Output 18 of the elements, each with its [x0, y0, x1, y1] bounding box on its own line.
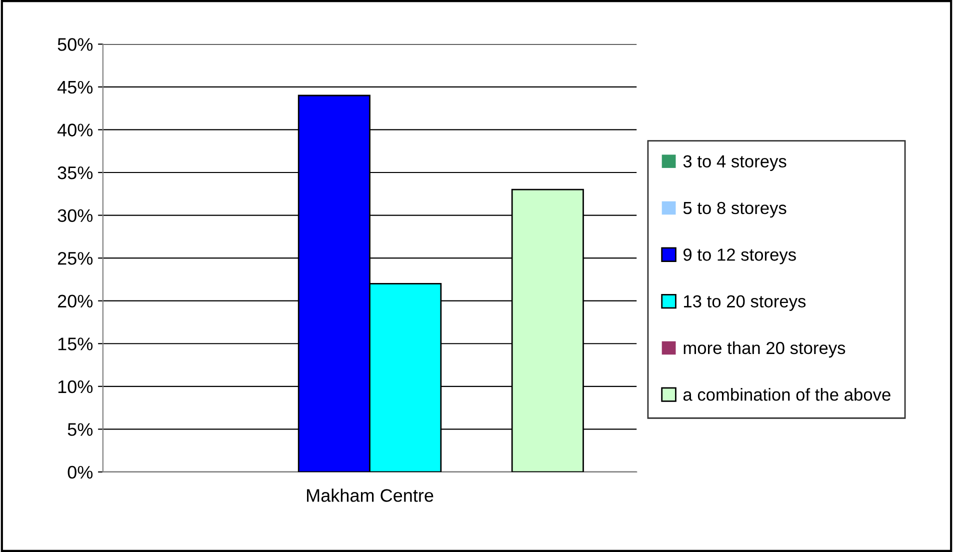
y-tick-label: 25%	[58, 252, 93, 265]
y-tick-label: 10%	[58, 380, 93, 394]
y-tick-label: 40%	[57, 124, 93, 136]
y-tick-label: 50%	[58, 38, 93, 51]
y-tick-label: 20%	[58, 294, 93, 308]
y-tick-label: 45%	[57, 80, 93, 94]
y-tick-label: 15%	[58, 338, 93, 350]
y-tick-label: 0%	[68, 466, 93, 479]
legend-label: more than 20 storeys	[684, 341, 846, 358]
legend-label: 3 to 4 storeys	[683, 155, 786, 171]
y-tick-label: 5%	[68, 423, 93, 436]
y-tick-label: 30%	[58, 209, 93, 222]
legend-label: 13 to 20 storeys	[684, 295, 806, 311]
legend-label: 9 to 12 storeys	[683, 248, 796, 264]
legend-label: 5 to 8 storeys	[683, 202, 786, 218]
legend-label: a combination of the above	[683, 388, 890, 401]
x-tick-label: Makham Centre	[307, 488, 434, 502]
y-tick-label: 35%	[58, 166, 93, 180]
